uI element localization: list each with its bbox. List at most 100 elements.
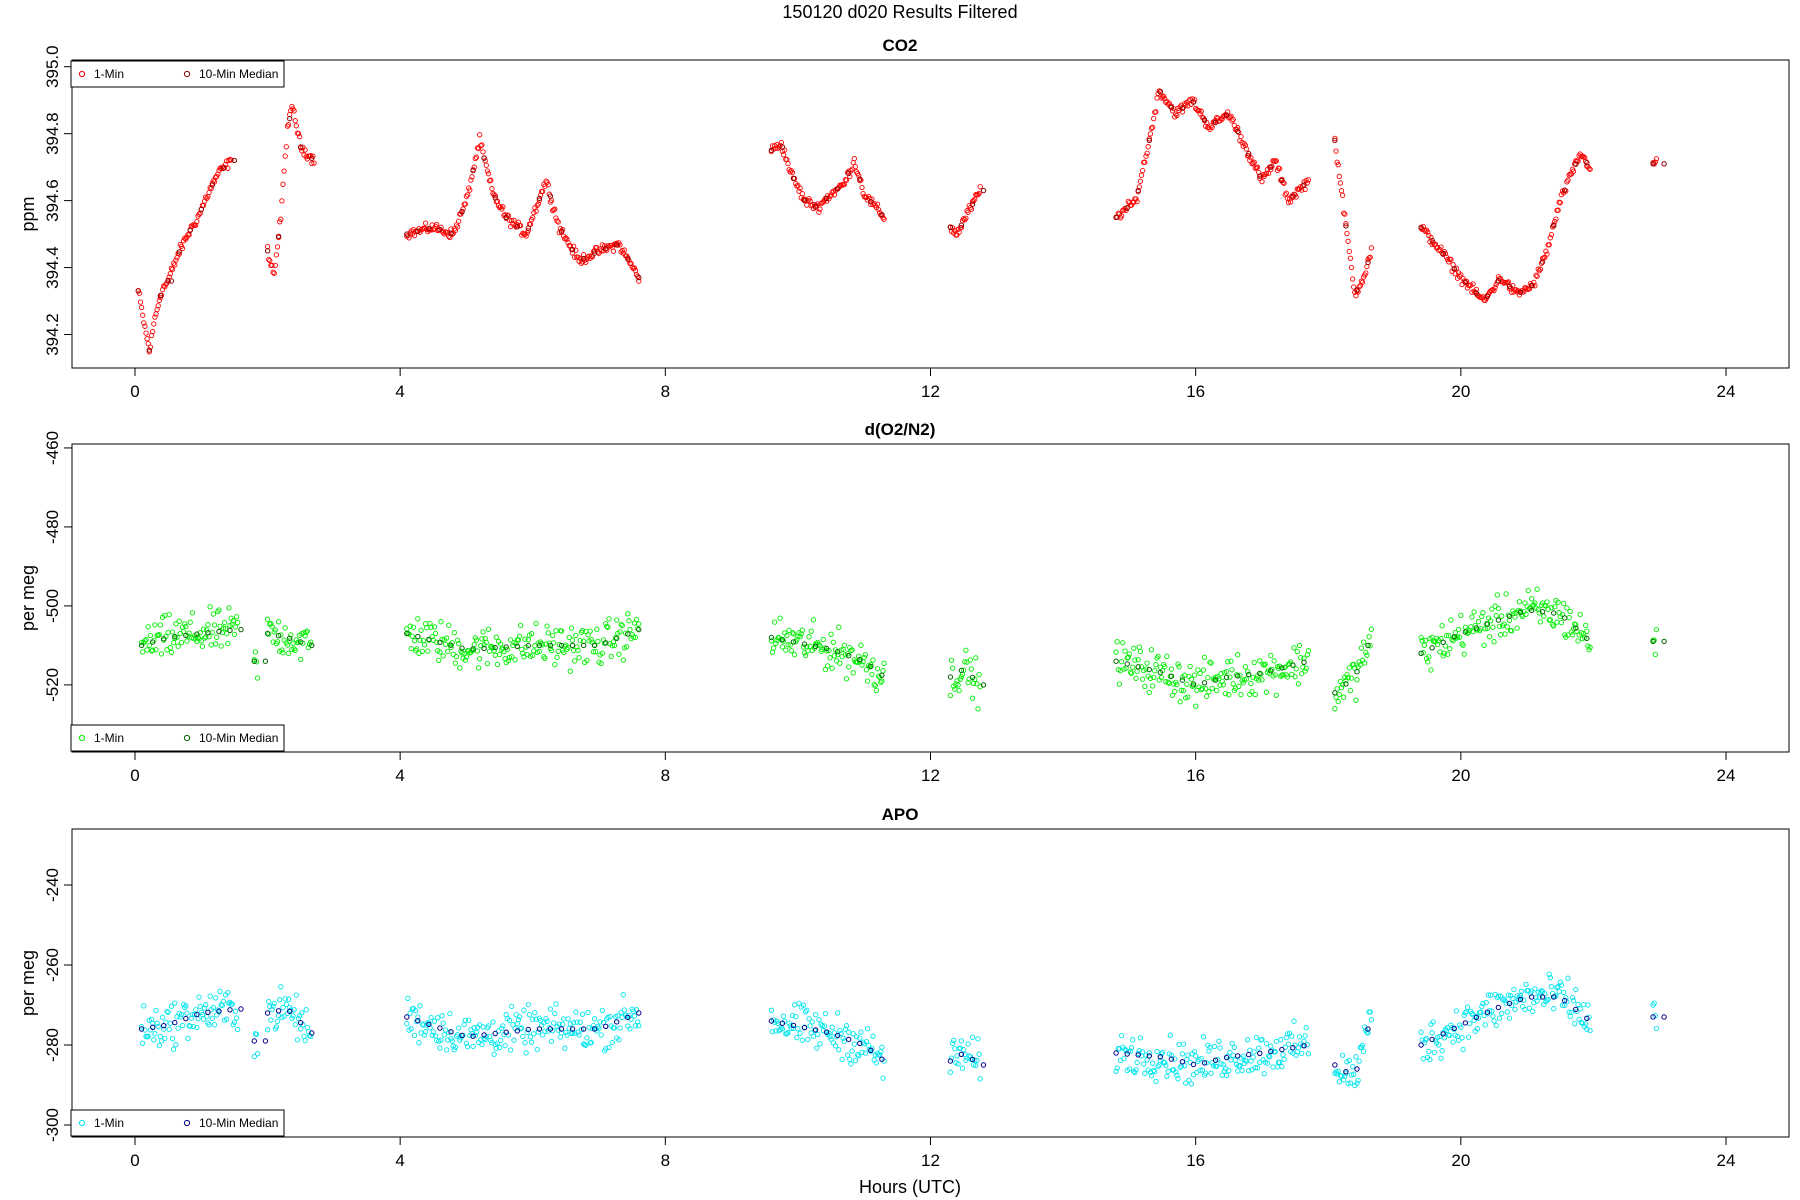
apo-1min-point [507, 1047, 514, 1053]
co2-1min-point [308, 153, 314, 159]
o2n2-1min-point [1348, 675, 1355, 681]
apo-1min-point [1354, 1080, 1360, 1086]
apo-median-point [1343, 1069, 1349, 1075]
co2-1min-point [1342, 211, 1348, 217]
co2-1min-point [776, 144, 782, 150]
o2n2-1min-point [494, 661, 501, 668]
apo-1min-point [588, 1039, 594, 1046]
co2-1min-point [152, 314, 158, 320]
o2n2-1min-point [438, 619, 444, 625]
apo-1min-point [531, 1031, 537, 1037]
apo-1min-point [785, 1030, 791, 1036]
o2n2-1min-point [1272, 672, 1278, 678]
apo-1min-point [1463, 1009, 1470, 1015]
co2-1min-point [1544, 251, 1550, 257]
o2n2-1min-point [1148, 647, 1155, 653]
apo-1min-point [308, 1033, 314, 1040]
apo-1min-point [1499, 1010, 1505, 1017]
o2n2-1min-point [1206, 689, 1212, 695]
co2-1min-point [179, 245, 186, 252]
o2n2-1min-point [1172, 688, 1178, 695]
apo-1min-point [616, 1037, 622, 1043]
o2n2-1min-point [407, 623, 413, 629]
co2-1min-point [1333, 148, 1339, 154]
o2n2-median-point [1584, 635, 1590, 642]
o2n2-1min-point [1494, 592, 1500, 598]
o2n2-1min-point [268, 621, 274, 627]
o2n2-median-point [1429, 645, 1435, 651]
co2-1min-point [563, 235, 569, 241]
o2n2-1min-point [431, 624, 438, 630]
apo-1min-point [420, 1022, 427, 1028]
apo-median-point [1113, 1050, 1119, 1056]
co2-1min-point [1305, 177, 1312, 183]
o2n2-1min-point [624, 644, 630, 650]
o2n2-1min-point [428, 624, 434, 630]
apo-1min-point [1455, 1037, 1462, 1043]
o2n2-1min-point [572, 658, 578, 664]
co2-1min-point [194, 218, 200, 225]
apo-1min-point [949, 1040, 956, 1046]
o2n2-1min-point [856, 653, 862, 659]
apo-1min-point [1214, 1063, 1220, 1070]
co2-1min-point [849, 166, 855, 172]
apo-1min-point [298, 1026, 304, 1032]
o2n2-1min-point [1261, 662, 1267, 668]
o2n2-1min-point [1338, 685, 1345, 691]
o2n2-1min-point [221, 619, 228, 626]
o2n2-1min-point [1158, 674, 1165, 681]
co2-median-point [625, 256, 631, 262]
apo-x-tick-label: 24 [1717, 1151, 1736, 1170]
apo-median-point [275, 1008, 282, 1014]
apo-1min-point [167, 1020, 173, 1026]
o2n2-1min-point [1653, 626, 1660, 633]
apo-1min-point [404, 1021, 410, 1027]
apo-1min-point [835, 1010, 841, 1016]
apo-1min-point [1557, 979, 1563, 985]
apo-x-tick-label: 0 [130, 1151, 139, 1170]
apo-median-point [404, 1014, 410, 1020]
co2-1min-point [1532, 283, 1538, 289]
apo-1min-point [1469, 1010, 1475, 1017]
co2-median-point [1517, 289, 1524, 295]
o2n2-1min-point [806, 634, 812, 640]
o2n2-1min-point [176, 618, 182, 624]
apo-1min-point [196, 994, 202, 1000]
apo-1min-point [1248, 1058, 1254, 1064]
apo-median-point [580, 1026, 587, 1032]
o2n2-1min-point [541, 654, 547, 660]
co2-1min-point [284, 123, 291, 129]
o2n2-1min-point [1155, 653, 1161, 659]
apo-1min-point [145, 1033, 151, 1039]
co2-median-point [636, 274, 642, 281]
apo-1min-point [846, 1029, 852, 1035]
co2-1min-point [291, 108, 297, 114]
apo-1min-point [1202, 1070, 1209, 1076]
o2n2-median-point [768, 634, 775, 641]
o2n2-1min-point [630, 634, 636, 640]
o2n2-1min-point [285, 650, 292, 657]
o2n2-x-tick-label: 24 [1717, 766, 1736, 785]
o2n2-1min-point [308, 639, 314, 645]
o2n2-1min-point [1447, 645, 1453, 652]
co2-1min-point [141, 320, 147, 326]
o2n2-1min-point [442, 641, 449, 647]
o2n2-1min-point [1114, 639, 1120, 645]
apo-panel-title: APO [882, 805, 919, 824]
o2n2-1min-point [1168, 666, 1175, 672]
apo-1min-point [1548, 984, 1555, 990]
o2n2-median-point [172, 634, 178, 640]
co2-1min-point [1137, 178, 1144, 184]
o2n2-1min-point [169, 629, 176, 635]
co2-median-point [1301, 182, 1307, 188]
co2-y-tick-label: 394.4 [43, 246, 62, 289]
co2-points [135, 88, 1667, 355]
apo-1min-point [1515, 997, 1521, 1003]
apo-1min-point [530, 1016, 536, 1022]
apo-1min-point [516, 1014, 523, 1020]
apo-1min-point [1429, 1030, 1435, 1036]
apo-median-point [1157, 1054, 1164, 1060]
apo-1min-point [880, 1075, 886, 1081]
co2-1min-point [273, 252, 280, 258]
co2-1min-point [266, 256, 272, 263]
